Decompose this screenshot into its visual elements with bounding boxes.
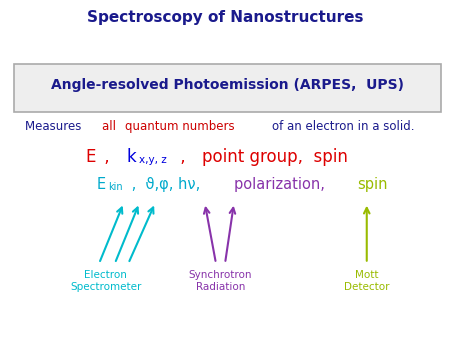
Text: Spectroscopy of Nanostructures: Spectroscopy of Nanostructures	[87, 10, 363, 25]
Text: of an electron in a solid.: of an electron in a solid.	[271, 120, 414, 133]
FancyBboxPatch shape	[14, 64, 441, 112]
Text: ,  ϑ,φ, hν,: , ϑ,φ, hν,	[127, 177, 210, 192]
Text: Angle-resolved Photoemission (ARPES,  UPS): Angle-resolved Photoemission (ARPES, UPS…	[51, 77, 404, 92]
Text: x,y, z: x,y, z	[139, 155, 166, 165]
Text: Electron
Spectrometer: Electron Spectrometer	[70, 270, 141, 292]
Text: spin: spin	[357, 177, 387, 192]
Text: quantum numbers: quantum numbers	[125, 120, 238, 133]
Text: E: E	[97, 177, 106, 192]
Text: all: all	[102, 120, 120, 133]
Text: ,: ,	[175, 148, 196, 166]
Text: Measures: Measures	[25, 120, 85, 133]
Text: Synchrotron
Radiation: Synchrotron Radiation	[189, 270, 252, 292]
Text: Mott
Detector: Mott Detector	[344, 270, 390, 292]
Text: E: E	[86, 148, 96, 166]
Text: k: k	[126, 148, 136, 166]
Text: polarization,: polarization,	[234, 177, 329, 192]
Text: kin: kin	[108, 182, 123, 192]
Text: point group,  spin: point group, spin	[202, 148, 348, 166]
Text: ,: ,	[99, 148, 120, 166]
